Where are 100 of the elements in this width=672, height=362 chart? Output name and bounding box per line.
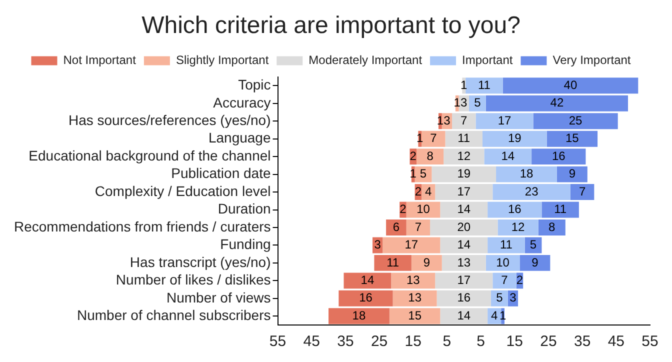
data-label: 9 [568,166,576,181]
legend-label: Not Important [63,53,137,68]
data-label: 8 [548,220,556,234]
data-label: 11 [458,131,470,146]
bar [386,220,406,236]
data-label: 3 [460,96,468,110]
data-label: 11 [554,202,567,216]
data-label: 1 [454,96,461,110]
data-label: 16 [508,202,522,216]
data-label: 2 [516,272,524,287]
data-label: 5 [496,290,504,305]
y-tick-label: Has sources/references (yes/no) [68,112,271,128]
data-label: 17 [457,272,471,287]
x-tick-label: 35 [574,333,591,350]
y-tick-label: Language [208,130,271,146]
y-tick-label: Topic [238,76,271,93]
data-label: 13 [457,255,471,270]
data-label: 7 [501,272,508,287]
data-label: 3 [510,290,517,305]
x-tick-label: 45 [608,333,625,350]
y-tick-label: Educational background of the channel [28,147,271,164]
x-tick-label: 15 [404,333,422,350]
data-label: 15 [408,308,422,322]
data-label: 17 [457,184,471,198]
data-label: 8 [426,148,434,163]
data-label: 2 [414,184,422,198]
data-label: 12 [457,148,471,163]
data-label: 17 [498,113,512,128]
x-tick-label: 15 [506,333,523,350]
data-label: 42 [550,96,564,110]
data-label: 4 [490,308,498,322]
data-label: 2 [400,202,407,216]
y-tick-label: Duration [218,200,271,217]
y-tick-label: Accuracy [213,94,271,110]
bar [466,78,503,94]
x-tick-label: 55 [269,333,286,350]
y-tick-label: Has transcript (yes/no) [130,254,271,270]
legend-label: Slightly Important [176,53,270,68]
data-label: 9 [532,255,539,270]
data-label: 14 [360,272,374,287]
data-label: 11 [478,78,491,92]
data-label: 15 [565,131,580,146]
data-label: 14 [457,308,471,322]
y-tick-label: Complexity / Education level [94,182,271,199]
y-tick-label: Funding [220,236,271,252]
data-label: 7 [414,220,422,234]
data-label: 7 [460,113,468,128]
data-label: 6 [392,220,400,234]
data-label: 5 [474,96,482,110]
data-label: 16 [552,148,566,163]
data-label: 5 [420,166,427,181]
data-label: 40 [564,78,578,92]
data-label: 12 [511,220,526,234]
data-label: 13 [406,272,420,287]
legend-label: Important [462,53,514,68]
x-tick-label: 55 [642,333,658,350]
legend-label: Moderately Important [308,53,423,68]
x-tick-label: 25 [370,333,388,350]
data-label: 3 [374,238,382,252]
data-label: 19 [457,166,471,181]
data-label: 2 [410,148,417,163]
data-label: 3 [444,113,451,128]
data-label: 18 [520,166,534,181]
bar [502,78,638,94]
x-tick-label: 5 [442,333,452,350]
data-label: 7 [578,184,586,198]
data-label: 14 [457,238,471,252]
data-label: 14 [457,202,471,216]
data-label: 1 [460,78,468,92]
data-label: 5 [530,238,537,252]
x-tick-label: 25 [540,333,557,350]
data-label: 18 [352,308,366,322]
data-label: 16 [359,290,373,305]
data-label: 9 [423,255,430,270]
data-label: 10 [496,255,510,270]
data-label: 19 [508,131,522,146]
bar [542,202,579,218]
data-label: 23 [524,184,539,198]
y-tick-label: Number of channel subscribers [77,306,271,323]
y-tick-label: Number of likes / dislikes [116,272,271,288]
data-label: 4 [425,184,432,198]
x-tick-label: 5 [476,333,485,350]
legend-label: Very Important [552,53,632,68]
data-label: 20 [457,220,471,234]
data-label: 10 [416,202,430,216]
y-tick-label: Recommendations from friends / curaters [14,218,271,234]
data-label: 16 [457,290,471,305]
x-tick-label: 35 [337,333,354,350]
y-tick-label: Publication date [171,165,271,182]
x-tick-label: 45 [303,333,320,350]
data-label: 11 [500,238,513,252]
data-label: 11 [386,255,400,270]
data-label: 17 [404,238,418,252]
bar [440,202,488,218]
bar [488,202,542,218]
data-label: 14 [501,148,515,163]
y-tick-label: Number of views [166,289,271,306]
data-label: 7 [430,131,438,146]
chart-title: Which criteria are important to you? [142,12,520,40]
data-label: 25 [568,113,583,128]
